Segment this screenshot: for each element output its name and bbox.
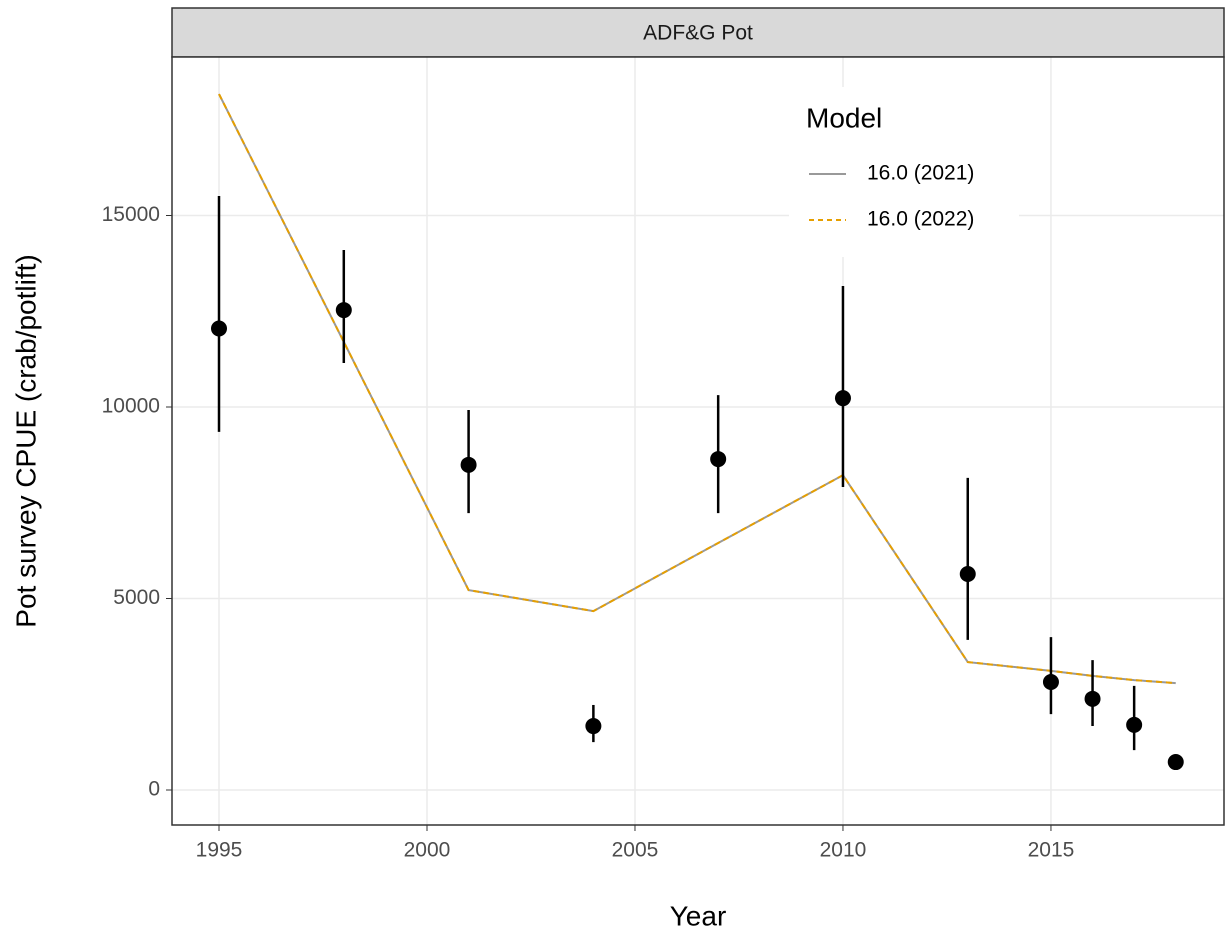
x-axis-label: Year (670, 900, 727, 931)
y-tick-label: 15000 (102, 203, 160, 226)
observed-point (1167, 754, 1184, 771)
legend-label: 16.0 (2022) (867, 208, 974, 231)
observed-point (460, 456, 477, 473)
panel-title: ADF&G Pot (643, 22, 753, 45)
observed-point (211, 320, 228, 337)
legend: Model 16.0 (2021) 16.0 (2022) (789, 87, 1019, 257)
observed-point (959, 565, 976, 582)
y-tick-label: 10000 (102, 395, 160, 418)
observed-point (1084, 690, 1101, 707)
model-line (218, 93, 1176, 685)
observed-point (585, 718, 602, 735)
legend-title: Model (806, 102, 882, 133)
x-tick-label: 1995 (196, 839, 243, 862)
observed-point (1042, 673, 1059, 690)
x-tick-label: 2015 (1028, 839, 1075, 862)
observed-point (1126, 716, 1143, 733)
observed-point (710, 451, 727, 468)
y-axis-label: Pot survey CPUE (crab/potlift) (10, 254, 41, 627)
x-tick-label: 2005 (612, 839, 659, 862)
y-tick-label: 5000 (113, 586, 160, 609)
y-tick-label: 0 (148, 778, 160, 801)
plot-area (172, 57, 1224, 825)
panel-strip (171, 7, 1225, 58)
x-tick-label: 2010 (820, 839, 867, 862)
observed-point (335, 302, 352, 319)
panel-border (171, 56, 1225, 826)
x-tick-label: 2000 (404, 839, 451, 862)
observed-point (834, 390, 851, 407)
panel-background (172, 57, 1224, 825)
legend-label: 16.0 (2021) (867, 162, 974, 185)
legend-background (789, 87, 1019, 257)
